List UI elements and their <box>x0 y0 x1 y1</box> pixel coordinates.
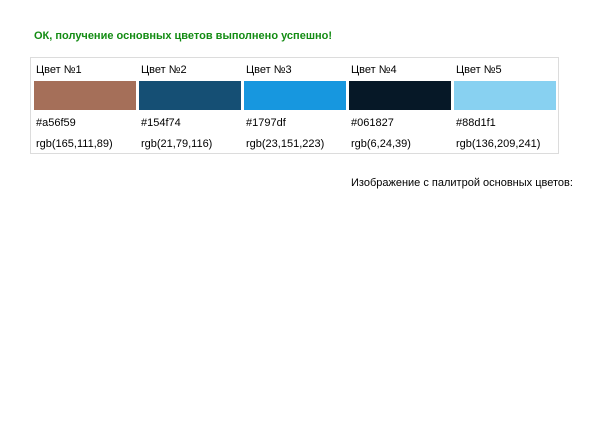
color-rgb-value: rgb(21,79,116) <box>141 138 213 150</box>
color-swatch <box>34 81 136 110</box>
color-swatch <box>139 81 241 110</box>
color-hex-value: #1797df <box>246 117 286 129</box>
color-column-4: Цвет №4 #061827 rgb(6,24,39) <box>349 58 451 153</box>
color-rgb-value: rgb(165,111,89) <box>36 138 113 150</box>
color-column-3: Цвет №3 #1797df rgb(23,151,223) <box>244 58 346 153</box>
color-column-5: Цвет №5 #88d1f1 rgb(136,209,241) <box>454 58 556 153</box>
color-swatch <box>244 81 346 110</box>
color-label: Цвет №5 <box>456 64 502 76</box>
color-swatch <box>454 81 556 110</box>
status-message: ОК, получение основных цветов выполнено … <box>34 30 333 42</box>
color-label: Цвет №3 <box>246 64 292 76</box>
color-rgb-value: rgb(136,209,241) <box>456 138 541 150</box>
color-rgb-value: rgb(23,151,223) <box>246 138 325 150</box>
color-swatch <box>349 81 451 110</box>
color-label: Цвет №4 <box>351 64 397 76</box>
color-hex-value: #154f74 <box>141 117 181 129</box>
color-rgb-value: rgb(6,24,39) <box>351 138 411 150</box>
color-column-2: Цвет №2 #154f74 rgb(21,79,116) <box>139 58 241 153</box>
color-label: Цвет №1 <box>36 64 82 76</box>
color-hex-value: #88d1f1 <box>456 117 496 129</box>
color-hex-value: #061827 <box>351 117 394 129</box>
color-label: Цвет №2 <box>141 64 187 76</box>
palette-image-caption: Изображение с палитрой основных цветов: <box>351 177 573 189</box>
color-palette-table: Цвет №1 #a56f59 rgb(165,111,89) Цвет №2 … <box>30 57 559 154</box>
color-column-1: Цвет №1 #a56f59 rgb(165,111,89) <box>34 58 136 153</box>
color-hex-value: #a56f59 <box>36 117 76 129</box>
